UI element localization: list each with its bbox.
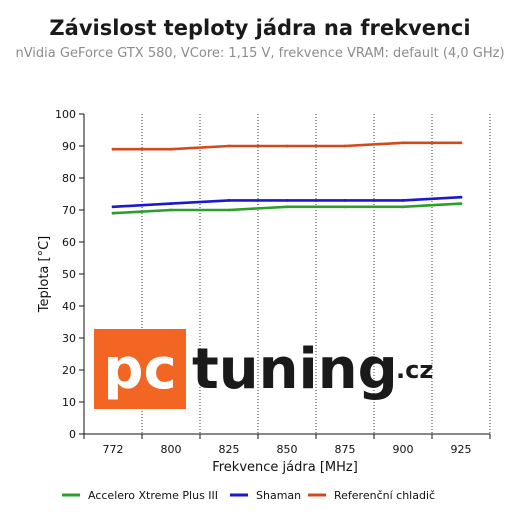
- y-axis-title: Teplota [°C]: [37, 236, 52, 313]
- y-tick-label: 0: [69, 428, 76, 441]
- pctuning-logo: pc tuning .cz: [94, 329, 433, 409]
- data-point: [285, 144, 289, 148]
- y-tick-label: 60: [62, 236, 76, 249]
- chart-title: Závislost teploty jádra na frekvenci: [49, 16, 471, 40]
- data-point: [459, 141, 463, 145]
- axis-layer: 0 10 20 30 40 50 60 70 80 90 100 772 800 825 850 875 900…: [55, 108, 491, 456]
- logo-cz-text: .cz: [396, 356, 433, 384]
- x-tick-label: 900: [393, 443, 414, 456]
- grid-layer: [141, 114, 491, 434]
- data-point: [343, 199, 347, 202]
- data-point: [227, 208, 231, 212]
- data-point: [285, 205, 289, 209]
- legend-label: Referenční chladič: [334, 489, 435, 502]
- logo-tuning-text: tuning: [192, 337, 398, 402]
- data-point: [401, 205, 405, 209]
- x-tick-label: 800: [161, 443, 182, 456]
- y-tick-label: 20: [62, 364, 76, 377]
- y-tick-label: 40: [62, 300, 76, 313]
- data-point: [169, 208, 173, 212]
- logo-pc-text: pc: [103, 337, 176, 402]
- y-tick-label: 30: [62, 332, 76, 345]
- y-tick-label: 70: [62, 204, 76, 217]
- data-point: [169, 147, 173, 151]
- data-point: [459, 202, 463, 206]
- data-point: [111, 211, 115, 215]
- x-tick-label: 825: [219, 443, 240, 456]
- y-tick-label: 50: [62, 268, 76, 281]
- y-tick-label: 100: [55, 108, 76, 121]
- y-tick-label: 10: [62, 396, 76, 409]
- logo-orange-box: [94, 329, 186, 409]
- data-point: [401, 141, 405, 145]
- series-layer: [111, 141, 463, 215]
- x-tick-label: 875: [335, 443, 356, 456]
- x-tick-label: 772: [103, 443, 124, 456]
- x-tick-label: 850: [277, 443, 298, 456]
- chart-subtitle: nVidia GeForce GTX 580, VCore: 1,15 V, f…: [15, 46, 505, 61]
- data-point: [343, 205, 347, 209]
- data-point: [111, 205, 115, 209]
- data-point: [227, 199, 231, 202]
- legend-label: Accelero Xtreme Plus III: [88, 489, 218, 502]
- data-point: [111, 147, 115, 151]
- data-point: [285, 199, 289, 202]
- data-point: [401, 199, 405, 202]
- x-axis-title: Frekvence jádra [MHz]: [212, 460, 358, 475]
- x-tick-label: 925: [451, 443, 472, 456]
- legend-label: Shaman: [256, 489, 301, 502]
- legend: Accelero Xtreme Plus III Shaman Referenční…: [62, 489, 435, 502]
- data-point: [343, 144, 347, 148]
- data-point: [169, 202, 173, 206]
- data-point: [227, 144, 231, 148]
- data-point: [459, 195, 463, 199]
- y-tick-label: 80: [62, 172, 76, 185]
- y-tick-label: 90: [62, 140, 76, 153]
